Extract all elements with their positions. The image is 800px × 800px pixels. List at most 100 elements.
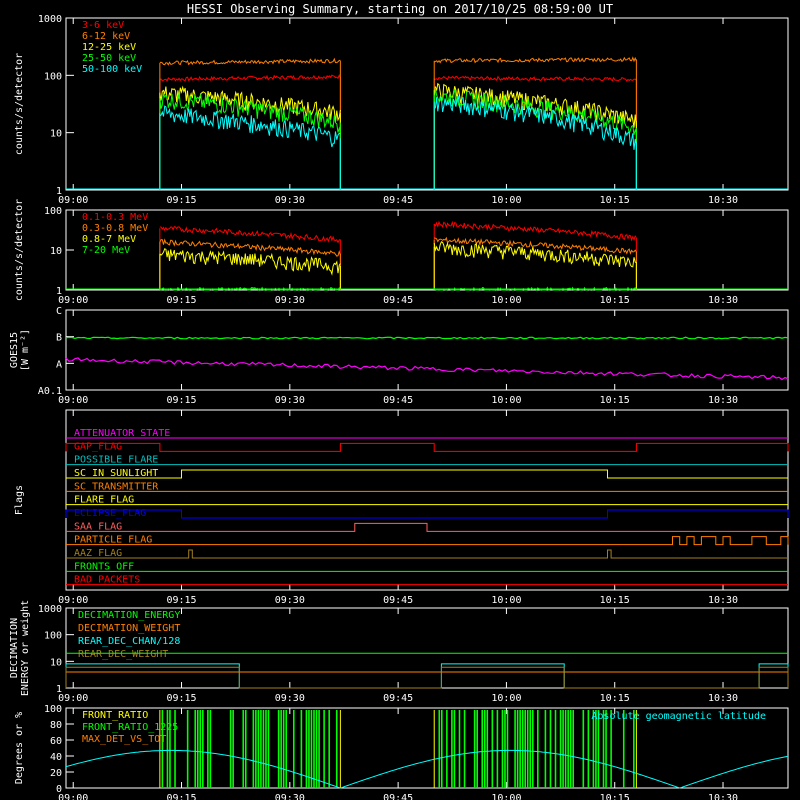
panel-4: 09:00 09:15 09:30 09:45 10:00 10:15 10:30 Flags… bbox=[14, 409, 789, 606]
time-tick-label: 09:00 bbox=[58, 395, 88, 406]
time-tick-label: 10:00 bbox=[491, 595, 521, 606]
time-tick-label: 09:00 bbox=[58, 693, 88, 704]
flag-label: SC_IN_SUNLIGHT bbox=[74, 468, 158, 479]
series-line bbox=[159, 238, 341, 257]
latitude-annotation: Absolute geomagnetic latitude bbox=[591, 711, 766, 722]
time-tick-label: 09:45 bbox=[383, 693, 413, 704]
time-tick-label: 10:00 bbox=[491, 195, 521, 206]
time-tick-label: 09:15 bbox=[166, 693, 196, 704]
y-tick-label: 100 bbox=[44, 71, 62, 82]
time-tick-label: 10:30 bbox=[708, 195, 738, 206]
y-axis-label: GOES15 bbox=[9, 332, 20, 368]
y-tick-label: 100 bbox=[44, 704, 62, 715]
series-line bbox=[433, 220, 637, 242]
time-tick-label: 10:15 bbox=[600, 395, 630, 406]
legend-entry: DECIMATION_WEIGHT bbox=[78, 623, 180, 634]
legend-entry: 25-50 keV bbox=[82, 53, 136, 64]
flag-label: BAD_PACKETS bbox=[74, 575, 140, 586]
time-tick-label: 09:00 bbox=[58, 595, 88, 606]
y-tick-label: 1000 bbox=[38, 14, 62, 25]
time-tick-label: 09:30 bbox=[275, 595, 305, 606]
legend-entry: MAX_DET_VS_TOT bbox=[82, 734, 166, 745]
time-tick-label: 09:00 bbox=[58, 793, 88, 800]
panel-1: 09:00 09:15 09:30 09:45 10:00 10:15 10:30 1 10 10… bbox=[14, 14, 789, 206]
time-tick-label: 09:15 bbox=[166, 295, 196, 306]
plot-title: HESSI Observing Summary, starting on 201… bbox=[187, 2, 613, 16]
time-tick-label: 09:45 bbox=[383, 395, 413, 406]
time-tick-label: 10:30 bbox=[708, 693, 738, 704]
flag-label: SC_TRANSMITTER bbox=[74, 481, 159, 492]
y-tick-label: 1 bbox=[56, 186, 62, 197]
time-tick-label: 09:30 bbox=[275, 295, 305, 306]
time-tick-label: 09:45 bbox=[383, 595, 413, 606]
legend-entry: DECIMATION_ENERGY bbox=[78, 610, 180, 621]
y-axis-label: Flags bbox=[14, 485, 25, 515]
y-tick-label: 1000 bbox=[38, 604, 62, 615]
y-tick-label: 1 bbox=[56, 286, 62, 297]
flag-label: GAP_FLAG bbox=[74, 441, 122, 452]
y-axis-label: [W m⁻²] bbox=[20, 329, 31, 371]
panel-6: 09:00 09:15 09:30 09:45 10:00 10:15 10:30 0 20 40… bbox=[14, 704, 789, 800]
legend-entry: 12-25 keV bbox=[82, 42, 136, 53]
series-line bbox=[433, 94, 637, 150]
legend-entry: 50-100 keV bbox=[82, 64, 142, 75]
time-tick-label: 10:15 bbox=[600, 195, 630, 206]
series-line bbox=[159, 248, 341, 276]
panel-frame bbox=[65, 707, 789, 789]
time-tick-label: 09:15 bbox=[166, 395, 196, 406]
time-tick-label: 09:45 bbox=[383, 793, 413, 800]
series-line bbox=[159, 226, 341, 244]
time-tick-label: 09:30 bbox=[275, 395, 305, 406]
flag-line bbox=[65, 442, 789, 452]
flag-label: POSSIBLE_FLARE bbox=[74, 455, 158, 466]
time-tick-label: 10:15 bbox=[600, 595, 630, 606]
flag-line bbox=[66, 522, 788, 532]
flag-label: ECLIPSE_FLAG bbox=[74, 508, 146, 519]
time-tick-label: 10:00 bbox=[491, 295, 521, 306]
time-tick-label: 09:15 bbox=[166, 595, 196, 606]
time-tick-label: 10:15 bbox=[600, 295, 630, 306]
time-tick-label: 10:30 bbox=[708, 395, 738, 406]
series-line bbox=[434, 75, 637, 82]
y-tick-label: 10 bbox=[50, 129, 62, 140]
legend-entry: 3-6 keV bbox=[82, 20, 124, 31]
time-tick-label: 09:45 bbox=[383, 295, 413, 306]
time-tick-label: 09:00 bbox=[58, 295, 88, 306]
flag-label: SAA_FLAG bbox=[74, 521, 122, 532]
flag-line bbox=[65, 509, 789, 519]
y-tick-label: 80 bbox=[50, 720, 62, 731]
flag-line bbox=[66, 536, 789, 546]
y-tick-label: 10 bbox=[50, 246, 62, 257]
series-line bbox=[159, 57, 341, 66]
legend-entry: REAR_DEC_WEIGHT bbox=[78, 649, 168, 660]
y-tick-label: C bbox=[56, 306, 62, 317]
y-tick-label: 100 bbox=[44, 206, 62, 217]
panel-frame bbox=[65, 309, 789, 391]
y-axis-label: counts/s/detector bbox=[14, 53, 25, 155]
series-line bbox=[433, 56, 637, 64]
flag-label: AAZ_FLAG bbox=[74, 548, 122, 559]
y-tick-label: 40 bbox=[50, 752, 62, 763]
time-tick-label: 09:30 bbox=[275, 793, 305, 800]
latitude-curve bbox=[65, 749, 789, 789]
y-tick-label: 100 bbox=[44, 631, 62, 642]
time-tick-label: 10:00 bbox=[491, 395, 521, 406]
flag-label: ATTENUATOR_STATE bbox=[74, 428, 170, 439]
flag-label: FRONTS_OFF bbox=[74, 561, 134, 572]
y-axis-label: counts/s/detector bbox=[14, 199, 25, 301]
time-tick-label: 10:30 bbox=[708, 595, 738, 606]
y-tick-label: 10 bbox=[50, 657, 62, 668]
panels: 09:00 09:15 09:30 09:45 10:00 10:15 10:3011010… bbox=[9, 14, 789, 800]
time-tick-label: 09:30 bbox=[275, 693, 305, 704]
y-tick-label: 1 bbox=[56, 684, 62, 695]
time-tick-label: 10:00 bbox=[491, 693, 521, 704]
legend-entry: 0.3-0.8 MeV bbox=[82, 223, 148, 234]
time-tick-label: 10:30 bbox=[708, 793, 738, 800]
y-axis-label: DECIMATION bbox=[9, 618, 20, 678]
flag-line bbox=[66, 549, 788, 559]
time-tick-label: 09:45 bbox=[383, 195, 413, 206]
series-line bbox=[434, 236, 637, 255]
time-tick-label: 10:30 bbox=[708, 295, 738, 306]
panel-frame bbox=[65, 409, 789, 591]
